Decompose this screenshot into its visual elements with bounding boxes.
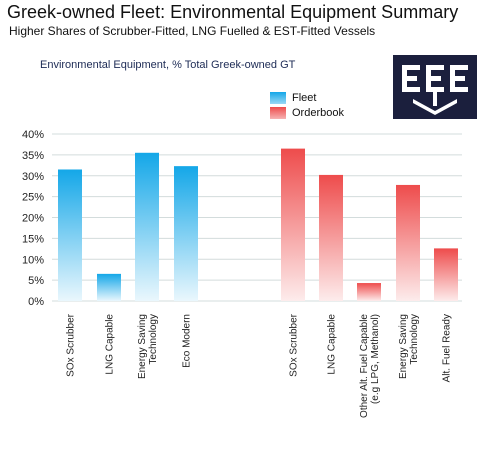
category-label-line: LNG Capable xyxy=(327,314,338,375)
y-tick-label: 5% xyxy=(28,275,44,287)
category-label-line: SOx Scrubber xyxy=(66,313,77,376)
y-tick-label: 35% xyxy=(22,150,44,162)
category-label-line: (e.g LPG, Methanol) xyxy=(370,314,381,404)
bar-fleet xyxy=(174,166,198,301)
bar-fleet xyxy=(135,152,159,301)
page-title: Greek-owned Fleet: Environmental Equipme… xyxy=(7,2,459,22)
y-tick-label: 25% xyxy=(22,192,44,204)
page-subtitle: Higher Shares of Scrubber-Fitted, LNG Fu… xyxy=(9,24,376,38)
logo-graphic xyxy=(402,65,468,115)
category-label: Eco Modern xyxy=(182,314,193,368)
bar-orderbook xyxy=(281,148,305,301)
category-label: Energy Saving Technology xyxy=(398,314,420,379)
bar-orderbook xyxy=(357,283,381,301)
category-label-line: Eco Modern xyxy=(182,314,193,368)
bar-fleet xyxy=(97,273,121,301)
y-tick-label: 30% xyxy=(22,171,44,183)
category-label: Alt. Fuel Ready xyxy=(442,314,453,382)
category-label-line: Technology xyxy=(148,314,159,365)
chart-title: Environmental Equipment, % Total Greek-o… xyxy=(40,59,296,71)
category-label: Energy Saving Technology xyxy=(137,314,159,379)
legend-swatch-orderbook xyxy=(270,106,286,119)
category-label-line: Alt. Fuel Ready xyxy=(442,314,453,382)
legend-label-fleet: Fleet xyxy=(292,91,317,104)
bar-orderbook xyxy=(319,174,343,301)
category-label-line: Technology xyxy=(409,314,420,365)
legend-swatch-fleet xyxy=(270,91,286,104)
y-tick-label: 0% xyxy=(28,296,44,308)
category-label: LNG Capable xyxy=(327,314,338,375)
legend-item-orderbook: Orderbook xyxy=(270,105,344,120)
legend-item-fleet: Fleet xyxy=(270,90,344,105)
eee-anchor-logo-icon xyxy=(393,55,477,119)
category-label: Other Alt. Fuel Capable (e.g LPG, Methano… xyxy=(359,314,381,418)
y-tick-label: 10% xyxy=(22,254,44,266)
category-label-line: Energy Saving xyxy=(398,314,409,379)
category-label: SOx Scrubber xyxy=(66,313,77,376)
legend-label-orderbook: Orderbook xyxy=(292,106,344,119)
category-label: LNG Capable xyxy=(105,314,116,375)
legend: Fleet Orderbook xyxy=(270,90,344,120)
category-label: SOx Scrubber xyxy=(289,313,300,376)
category-label-line: LNG Capable xyxy=(105,314,116,375)
y-tick-label: 20% xyxy=(22,213,44,225)
bar-orderbook xyxy=(434,248,458,301)
bar-fleet xyxy=(58,169,82,301)
bar-orderbook xyxy=(396,184,420,301)
category-label-line: SOx Scrubber xyxy=(289,313,300,376)
y-tick-label: 15% xyxy=(22,233,44,245)
category-label-line: Energy Saving xyxy=(137,314,148,379)
category-label-line: Other Alt. Fuel Capable xyxy=(359,314,370,418)
y-tick-label: 40% xyxy=(22,129,44,141)
